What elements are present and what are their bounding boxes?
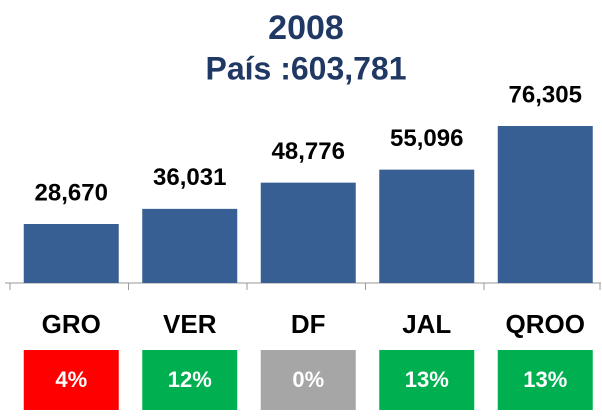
bar <box>142 208 238 283</box>
growth-label: 12% <box>168 367 212 392</box>
bar <box>379 169 475 283</box>
bar <box>260 182 356 283</box>
value-label: 76,305 <box>509 81 582 108</box>
growth-box <box>260 350 356 410</box>
x-tick-label: VER <box>163 309 217 339</box>
growth-label: 13% <box>523 367 567 392</box>
bar <box>23 224 119 283</box>
chart-subtitle: País :603,781 <box>205 50 406 86</box>
chart-title: 2008 <box>268 9 344 47</box>
growth-label: 4% <box>55 367 87 392</box>
bar <box>497 126 593 283</box>
value-label: 36,031 <box>153 164 226 191</box>
x-tick-label: QROO <box>506 309 585 339</box>
growth-box <box>497 350 593 410</box>
value-label: 28,670 <box>35 179 108 206</box>
growth-box <box>379 350 475 410</box>
growth-box <box>23 350 119 410</box>
growth-label: 13% <box>405 367 449 392</box>
value-label: 48,776 <box>272 138 345 165</box>
x-tick-label: GRO <box>42 309 101 339</box>
growth-label: 0% <box>292 367 324 392</box>
x-tick-label: DF <box>291 309 326 339</box>
value-label: 55,096 <box>390 125 463 152</box>
x-tick-label: JAL <box>402 309 451 339</box>
growth-box <box>142 350 238 410</box>
